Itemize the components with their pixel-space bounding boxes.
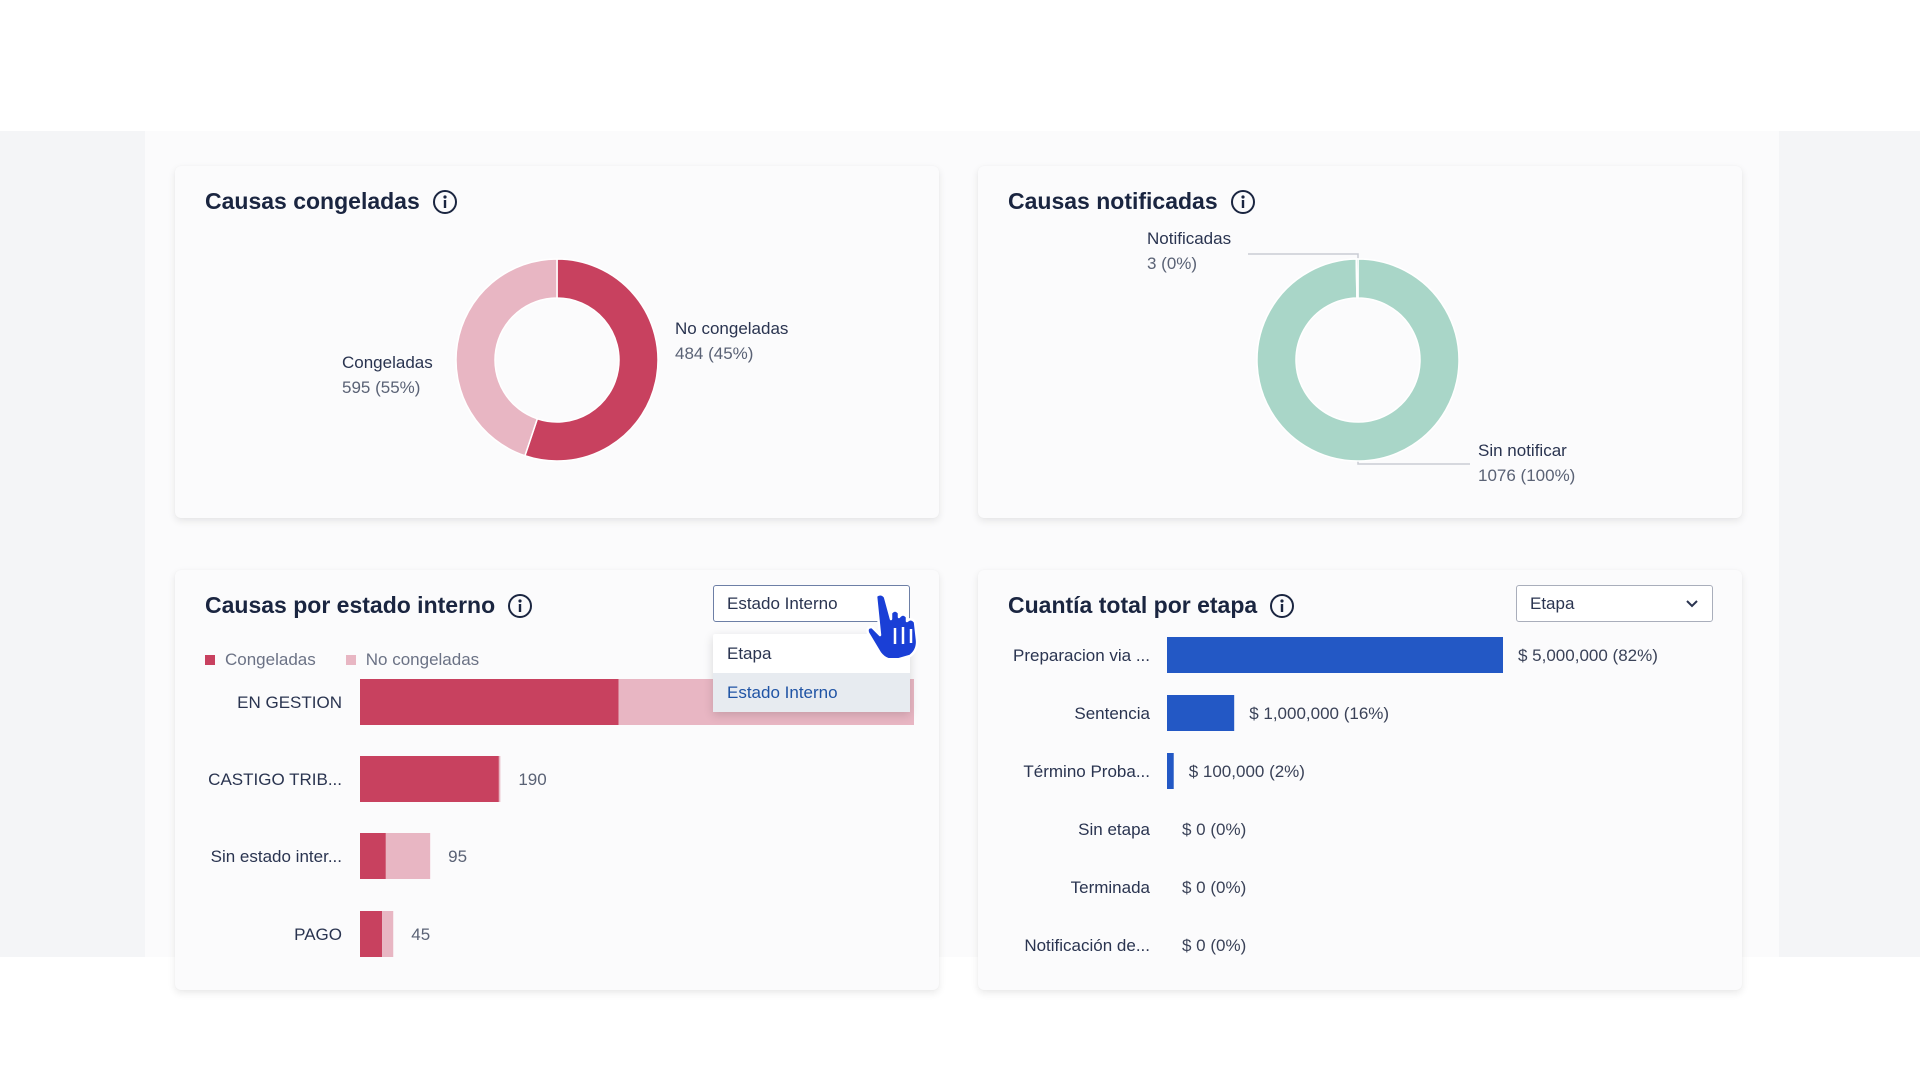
info-icon[interactable] <box>432 189 458 215</box>
etapa-select[interactable]: Etapa <box>1516 585 1713 622</box>
card-title: Causas congeladas <box>205 188 458 215</box>
dropdown-option-etapa[interactable]: Etapa <box>727 643 772 663</box>
bar-value-label: 45 <box>411 925 430 944</box>
card-title-text: Cuantía total por etapa <box>1008 592 1258 618</box>
bar-no-congeladas[interactable] <box>385 833 431 879</box>
card-title-text: Causas por estado interno <box>205 592 496 618</box>
bar-category-label: Sin etapa <box>1078 820 1150 839</box>
card-title-text: Causas congeladas <box>205 188 420 214</box>
bar-cuantia[interactable] <box>1167 753 1174 789</box>
pie-slice-congeladas[interactable] <box>523 258 659 462</box>
bar-value-label: $ 1,000,000 (16%) <box>1249 704 1389 723</box>
card-causas-notificadas: Causas notificadas Notificadas 3 (0%) Si… <box>978 166 1742 518</box>
card-causas-congeladas: Causas congeladas Congeladas 595 (55%) N… <box>175 166 939 518</box>
bar-value-label: $ 100,000 (2%) <box>1189 762 1305 781</box>
donut-congeladas <box>455 258 659 462</box>
bar-chart-cuantia: Preparacion via ... $ 5,000,000 (82%) Sent… <box>1013 637 1658 955</box>
bar-category-label: Notificación de... <box>1024 936 1150 955</box>
legend-swatch-no-congeladas <box>345 655 356 665</box>
pie-label-sin-notificar: Sin notificar 1076 (100%) <box>1478 441 1576 485</box>
pie-slice-notificadas[interactable] <box>1355 258 1359 299</box>
legend-swatch-congeladas <box>205 655 215 665</box>
bar-congeladas[interactable] <box>360 833 386 879</box>
info-icon[interactable] <box>507 593 533 619</box>
card-cuantia-total: Cuantía total por etapa Etapa Preparacio… <box>978 570 1742 990</box>
pie-label-notificadas: Notificadas 3 (0%) <box>1147 229 1232 273</box>
bar-cuantia[interactable] <box>1167 695 1235 731</box>
bar-category-label: PAGO <box>294 925 342 944</box>
bar-no-congeladas[interactable] <box>382 911 394 957</box>
bar-no-congeladas[interactable] <box>498 756 501 802</box>
bar-category-label: CASTIGO TRIB... <box>208 770 342 789</box>
donut-notificadas <box>1248 253 1470 465</box>
bar-value-label: $ 0 (0%) <box>1182 936 1246 955</box>
legend-label-congeladas: Congeladas <box>225 650 316 669</box>
bar-chart-estado-interno: EN GESTION CASTIGO TRIB... 190 Sin estado i… <box>208 679 914 957</box>
dropdown-option-estado-interno[interactable]: Estado Interno <box>713 673 910 712</box>
etapa-select-value: Etapa <box>1530 593 1575 613</box>
bar-value-label: $ 0 (0%) <box>1182 820 1246 839</box>
bar-congeladas[interactable] <box>360 679 619 725</box>
card-title: Causas notificadas <box>1008 188 1256 215</box>
pie-label-no-congeladas: No congeladas 484 (45%) <box>675 319 789 363</box>
bar-congeladas[interactable] <box>360 756 499 802</box>
bar-value-label: 95 <box>448 847 467 866</box>
bar-category-label: Sentencia <box>1074 704 1150 723</box>
bar-category-label: Sin estado inter... <box>211 847 342 866</box>
bar-value-label: $ 0 (0%) <box>1182 878 1246 897</box>
estado-interno-select-value: Estado Interno <box>727 593 838 613</box>
chart-legend: Congeladas No congeladas <box>205 650 479 670</box>
bar-value-label: 190 <box>518 770 546 789</box>
card-title: Cuantía total por etapa <box>1008 592 1295 619</box>
bar-category-label: Preparacion via ... <box>1013 646 1150 665</box>
card-causas-estado-interno: Causas por estado interno Congeladas No … <box>175 570 939 990</box>
bar-category-label: Terminada <box>1071 878 1151 897</box>
bar-value-label: $ 5,000,000 (82%) <box>1518 646 1658 665</box>
bar-congeladas[interactable] <box>360 911 383 957</box>
bar-category-label: EN GESTION <box>237 693 342 712</box>
card-title-text: Causas notificadas <box>1008 188 1218 214</box>
card-title: Causas por estado interno <box>205 592 533 619</box>
pie-label-congeladas: Congeladas 595 (55%) <box>342 353 433 397</box>
chevron-down-icon <box>1685 594 1699 614</box>
info-icon[interactable] <box>1230 189 1256 215</box>
hand-pointer-icon <box>862 590 922 662</box>
bar-category-label: Término Proba... <box>1023 762 1150 781</box>
pie-slice-sin-notificar[interactable] <box>1256 258 1460 462</box>
info-icon[interactable] <box>1269 593 1295 619</box>
pie-slice-no-congeladas[interactable] <box>455 258 558 457</box>
bar-cuantia[interactable] <box>1167 637 1503 673</box>
legend-label-no-congeladas: No congeladas <box>365 650 480 669</box>
